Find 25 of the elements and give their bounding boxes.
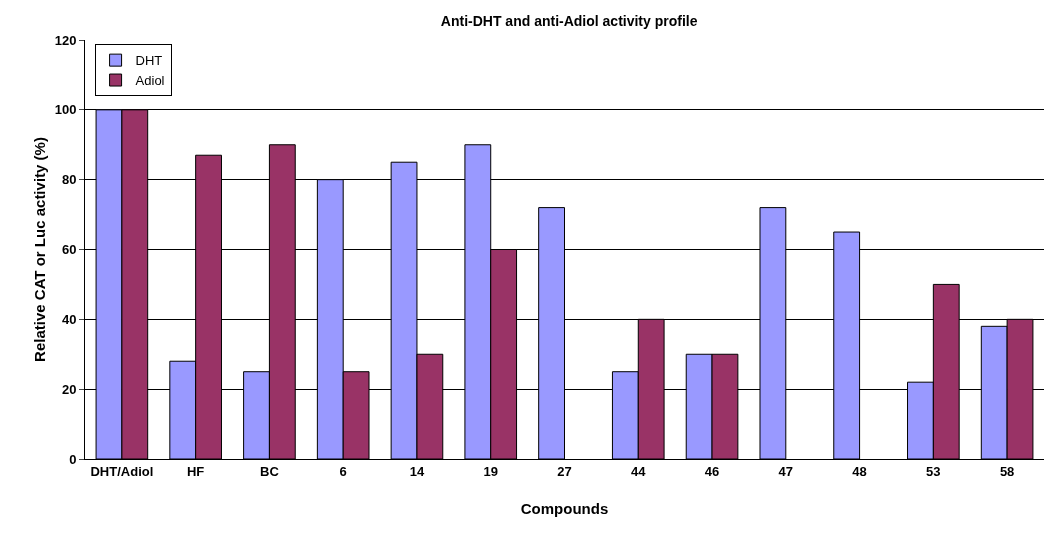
x-tick-label: 53 <box>926 463 941 479</box>
y-tick-label: 60 <box>61 242 77 258</box>
y-axis-title: Relative CAT or Luc activity (%) <box>31 137 48 362</box>
x-tick-label: 14 <box>409 463 425 479</box>
x-tick-label: 58 <box>999 463 1015 479</box>
x-axis-title: Compounds <box>520 499 609 517</box>
y-tick-label: 100 <box>54 102 77 118</box>
x-tick-label: DHT/Adiol <box>90 463 154 479</box>
x-tick-label: 27 <box>557 463 572 479</box>
x-tick-label: 19 <box>483 463 498 479</box>
y-tick-label: 80 <box>61 172 77 188</box>
x-tick-label: 44 <box>631 463 647 479</box>
x-tick-label: 46 <box>704 463 720 479</box>
x-tick-label: 6 <box>339 463 347 479</box>
y-tick-label: 20 <box>61 381 77 397</box>
x-tick-label: 47 <box>778 463 794 479</box>
x-tick-label: HF <box>186 463 205 479</box>
y-tick-label: 40 <box>61 311 77 327</box>
legend-label: Adiol <box>135 73 165 89</box>
legend-label: DHT <box>135 53 163 69</box>
chart-title: Anti-DHT and anti-Adiol activity profile <box>440 12 698 29</box>
y-tick-label: 120 <box>54 32 77 48</box>
y-tick-label: 0 <box>69 451 77 467</box>
x-tick-label: 48 <box>852 463 867 479</box>
x-tick-label: BC <box>260 463 280 479</box>
